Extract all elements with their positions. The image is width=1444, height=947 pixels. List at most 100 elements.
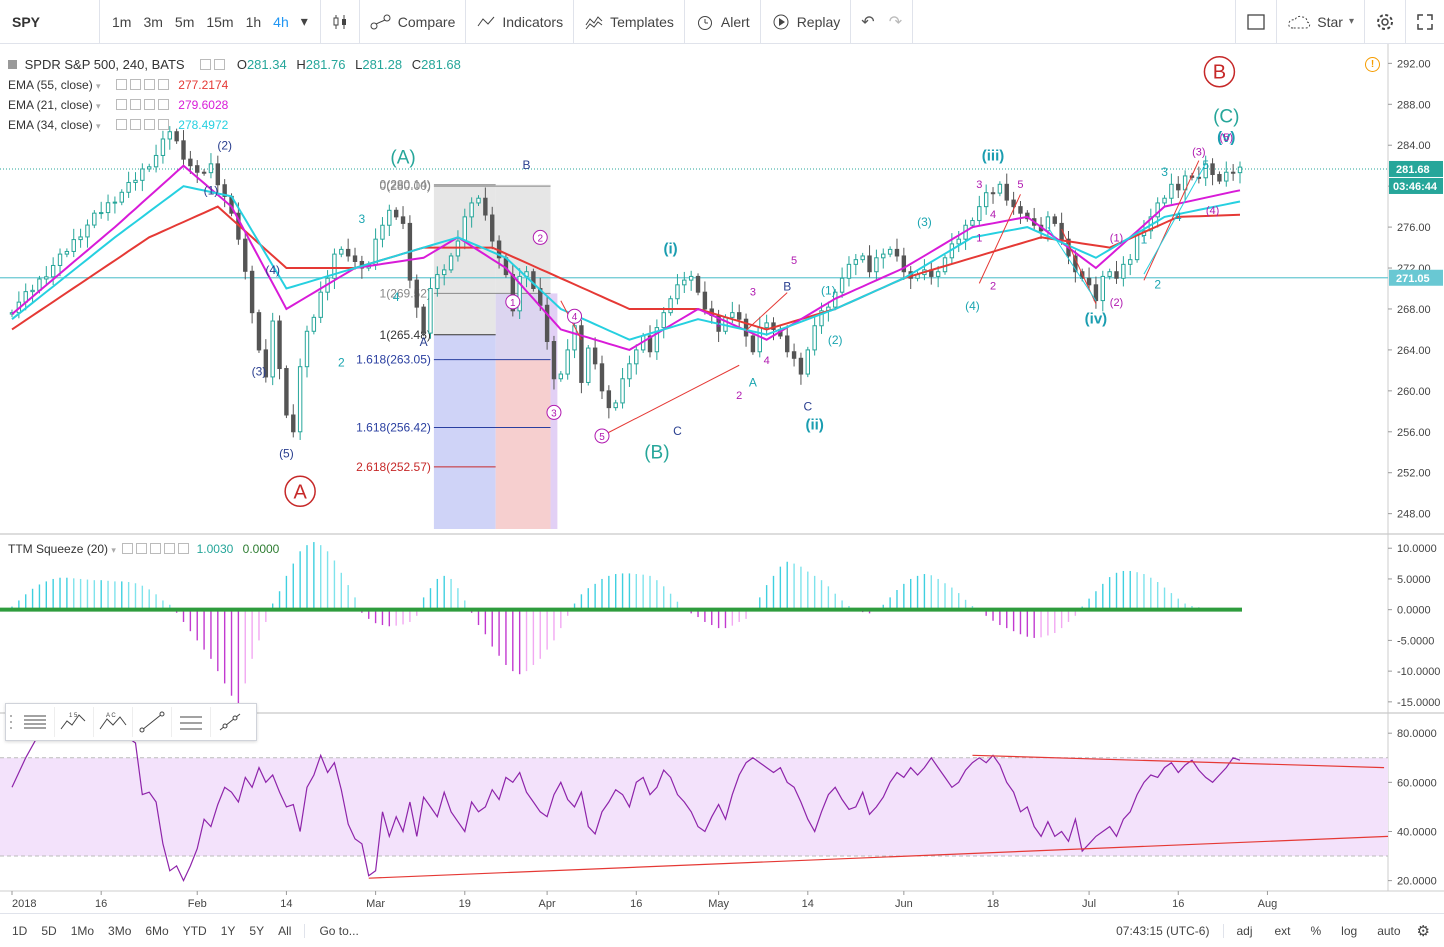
parallel-channel-icon[interactable] xyxy=(172,707,211,737)
timeframe-5m[interactable]: 5m xyxy=(174,13,195,30)
x-tick-label: 14 xyxy=(280,898,292,910)
wave-label: (C) xyxy=(1213,107,1239,128)
range-1mo[interactable]: 1Mo xyxy=(70,923,95,938)
eye-icon[interactable] xyxy=(115,119,127,130)
close-icon[interactable] xyxy=(143,79,155,90)
ema55-label: EMA (55, close) xyxy=(8,78,93,92)
drag-handle-icon[interactable] xyxy=(6,707,16,737)
rsi-support-trendline xyxy=(368,835,1389,879)
timeframe-4h[interactable]: 4h xyxy=(273,13,289,30)
fullscreen-layout-button[interactable] xyxy=(1236,0,1278,44)
timeframe-1h[interactable]: 1h xyxy=(245,13,262,30)
more-icon[interactable] xyxy=(157,99,169,110)
timeframe-15m[interactable]: 15m xyxy=(206,13,234,30)
chart-area[interactable]: 2018 16 Feb 14 Mar 19 Apr 16 May 14 Jun 18 Jul 16 Aug2… xyxy=(0,44,1444,913)
settings-button[interactable] xyxy=(1365,0,1406,44)
y-tick-label: 10.0000 xyxy=(1397,543,1437,555)
more-icon[interactable] xyxy=(157,79,169,90)
more-icon[interactable] xyxy=(157,119,169,130)
close-icon[interactable] xyxy=(150,543,162,554)
adj-toggle[interactable]: adj xyxy=(1236,923,1253,938)
close-icon[interactable] xyxy=(143,119,155,130)
gear-icon[interactable] xyxy=(129,79,141,90)
ema34-value: 278.4972 xyxy=(178,118,229,132)
range-6mo[interactable]: 6Mo xyxy=(145,923,169,938)
wave-label: (5) xyxy=(1220,132,1233,144)
candle-body xyxy=(853,259,859,265)
more-icon[interactable] xyxy=(164,543,176,554)
redo-icon[interactable]: ↷ xyxy=(888,13,903,31)
gear-icon[interactable] xyxy=(136,543,148,554)
gear-icon[interactable]: ⚙ xyxy=(1416,922,1430,940)
ema34-legend[interactable]: EMA (34, close) ▾ 278.4972 xyxy=(8,118,228,132)
gear-icon[interactable] xyxy=(129,99,141,110)
range-1y[interactable]: 1Y xyxy=(220,923,236,938)
candle-body xyxy=(380,224,385,240)
alert-button[interactable]: Alert xyxy=(685,0,761,44)
ext-toggle[interactable]: ext xyxy=(1274,923,1291,938)
range-ytd[interactable]: YTD xyxy=(182,923,207,938)
ema55-legend[interactable]: EMA (55, close) ▾ 277.2174 xyxy=(8,78,228,92)
eye-icon[interactable] xyxy=(115,99,127,110)
squeeze-legend[interactable]: TTM Squeeze (20) ▾ 1.0030 0.0000 xyxy=(8,542,279,556)
auto-toggle[interactable]: auto xyxy=(1377,923,1401,938)
range-3mo[interactable]: 3Mo xyxy=(108,923,132,938)
candle-body xyxy=(517,275,522,312)
indicators-button[interactable]: Indicators xyxy=(466,0,575,44)
candle-body xyxy=(874,257,879,273)
log-toggle[interactable]: log xyxy=(1341,923,1358,938)
goto-button[interactable]: Go to... xyxy=(304,923,365,938)
wave-trend-line xyxy=(745,292,788,331)
star-button[interactable]: Star ▾ xyxy=(1277,0,1365,44)
range-all[interactable]: All xyxy=(278,923,292,938)
y-tick-label: -10.0000 xyxy=(1397,666,1440,678)
fib-level-label: 0(280.00) xyxy=(380,179,431,193)
symbol-search[interactable]: SPY xyxy=(0,0,100,44)
replay-button[interactable]: Replay xyxy=(761,0,852,44)
percent-toggle[interactable]: % xyxy=(1310,923,1322,938)
candle-body xyxy=(215,163,221,186)
chart-type-button[interactable] xyxy=(321,0,360,44)
compare-button[interactable]: Compare xyxy=(360,0,467,44)
ema21-legend[interactable]: EMA (21, close) ▾ 279.6028 xyxy=(8,98,228,112)
timeframe-3m[interactable]: 3m xyxy=(143,13,163,30)
wave-label: 4 xyxy=(764,355,770,367)
fib-levels-icon[interactable] xyxy=(16,707,55,737)
y-tick-label: 256.00 xyxy=(1397,427,1431,439)
candle-body xyxy=(1107,271,1112,277)
trend-line-icon[interactable] xyxy=(133,707,172,737)
path-tool-icon[interactable] xyxy=(211,707,249,737)
elliott-correction-icon[interactable]: A C xyxy=(94,707,133,737)
wave-label: 3 xyxy=(551,408,557,419)
wave-label: (2) xyxy=(217,138,232,152)
close-icon[interactable] xyxy=(143,99,155,110)
gear-icon[interactable] xyxy=(129,119,141,130)
info-icon[interactable] xyxy=(178,543,190,554)
wave-label: 2 xyxy=(537,233,543,244)
candle-body xyxy=(675,284,680,300)
candle-body xyxy=(345,248,351,257)
clock[interactable]: 07:43:15 (UTC-6) xyxy=(1109,923,1225,938)
timeframe-1m[interactable]: 1m xyxy=(112,13,132,30)
ema34-label: EMA (34, close) xyxy=(8,118,93,132)
x-tick-label: 18 xyxy=(987,898,999,910)
y-tick-label: 260.00 xyxy=(1397,386,1431,398)
elliott-impulse-icon[interactable]: 1 5 xyxy=(55,707,94,737)
gear-icon[interactable] xyxy=(214,59,226,70)
fullscreen-button[interactable] xyxy=(1406,0,1444,44)
warning-icon[interactable]: ! xyxy=(1365,57,1380,72)
wave-label: (i) xyxy=(664,241,678,258)
chevron-down-icon[interactable]: ▾ xyxy=(300,13,308,29)
templates-button[interactable]: Templates xyxy=(574,0,685,44)
candle-body xyxy=(764,322,769,329)
undo-icon[interactable]: ↶ xyxy=(861,13,875,31)
candle-body xyxy=(64,250,70,255)
eye-icon[interactable] xyxy=(115,79,127,90)
eye-icon[interactable] xyxy=(122,543,134,554)
wave-circle xyxy=(1203,55,1236,88)
range-5d[interactable]: 5D xyxy=(41,923,57,938)
candle-body xyxy=(476,197,481,204)
eye-icon[interactable] xyxy=(200,59,212,70)
range-1d[interactable]: 1D xyxy=(12,923,28,938)
range-5y[interactable]: 5Y xyxy=(249,923,265,938)
